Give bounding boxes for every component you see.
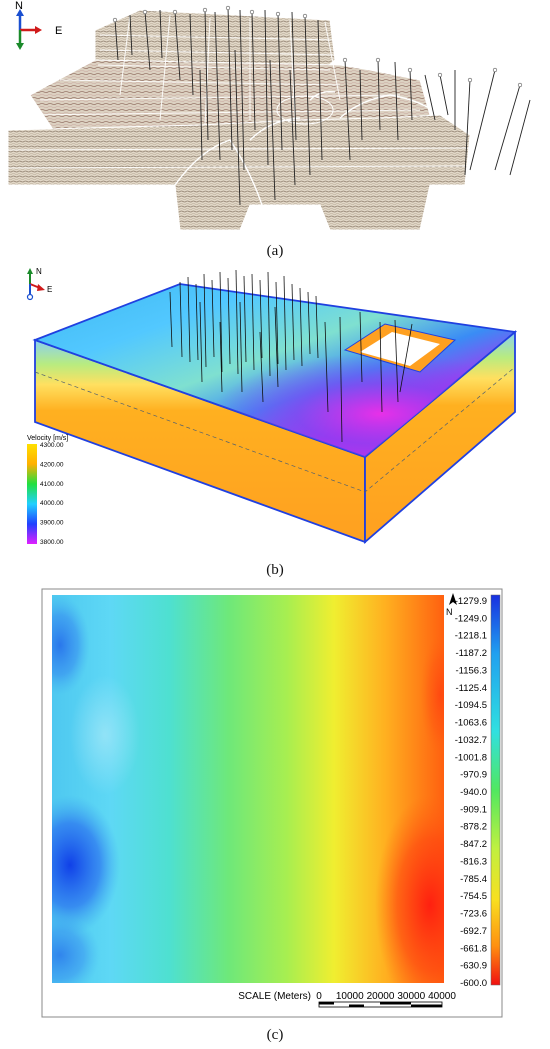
colorbar-tick-label: -909.1 <box>460 804 487 815</box>
colorbar-tick-label: -940.0 <box>460 787 487 798</box>
caption-b: (b) <box>266 562 284 578</box>
compass-north-label: N <box>15 0 23 12</box>
triad-north-label: N <box>36 267 42 276</box>
colorbar-tick-label: -847.2 <box>460 839 487 850</box>
colorbar-tick-label: -723.6 <box>460 909 487 920</box>
colorbar-tick-label: -878.2 <box>460 822 487 833</box>
colorbar-tick-label: -970.9 <box>460 770 487 781</box>
colorbar-tick-label: -1125.4 <box>455 683 487 694</box>
triad-east-label: E <box>47 285 52 294</box>
compass-icon <box>16 9 42 50</box>
north-arrow-icon <box>449 593 457 605</box>
velocity-legend-tick: 4300.00 <box>40 442 64 449</box>
scale-tick-label: 0 <box>316 991 322 1002</box>
colorbar-tick-label: -1249.0 <box>455 613 487 624</box>
velocity-legend-tick: 4200.00 <box>40 461 64 468</box>
scale-label: SCALE (Meters) <box>238 991 311 1002</box>
panel-b: N E Velocity [m/s] 4300.00 4200.00 4100.00… <box>0 262 550 582</box>
scale-tick-label: 20000 <box>367 991 395 1002</box>
velocity-legend-tick: 3900.00 <box>40 520 64 527</box>
colorbar-tick-label: -785.4 <box>460 874 487 885</box>
velocity-legend-title: Velocity [m/s] <box>27 435 68 442</box>
seismic-cube-view: N E <box>7 0 531 231</box>
colorbar-tick-label: -754.5 <box>460 891 487 902</box>
colorbar-tick-label: -816.3 <box>460 856 487 867</box>
scale-bar <box>318 1001 443 1008</box>
axis-triad-icon <box>26 268 45 301</box>
velocity-legend-tick: 3800.00 <box>40 539 64 546</box>
colorbar-tick-label: -1218.1 <box>455 631 487 642</box>
velocity-legend-tick: 4000.00 <box>40 500 64 507</box>
caption-a: (a) <box>266 243 284 259</box>
depth-surface <box>52 595 444 983</box>
panel-a: N E (a) <box>0 0 550 260</box>
scale-tick-label: 30000 <box>397 991 425 1002</box>
colorbar-tick-label: -600.0 <box>460 978 487 989</box>
panel-c: N -1279.9 -1249.0 -1218.1 -1187.2 -1156.3 -11… <box>0 585 550 1049</box>
scale-tick-label: 40000 <box>428 991 456 1002</box>
velocity-legend: Velocity [m/s] 4300.00 4200.00 4100.00 4000… <box>27 435 68 546</box>
colorbar-tick-label: -1156.3 <box>455 665 487 676</box>
scale-tick-label: 10000 <box>336 991 364 1002</box>
colorbar-tick-label: -1187.2 <box>455 648 487 659</box>
depth-map: N -1279.9 -1249.0 -1218.1 -1187.2 -1156.3 -11… <box>41 588 503 1018</box>
colorbar-tick-label: -1001.8 <box>455 752 487 763</box>
colorbar-tick-label: -1032.7 <box>455 735 487 746</box>
colorbar-tick-label: -1094.5 <box>455 700 487 711</box>
depth-colorbar <box>490 594 501 986</box>
colorbar-tick-label: -1279.9 <box>455 596 487 607</box>
colorbar-tick-label: -630.9 <box>460 961 487 972</box>
compass-east-label: E <box>55 25 62 37</box>
caption-c: (c) <box>266 1027 284 1043</box>
velocity-legend-tick: 4100.00 <box>40 481 64 488</box>
north-label: N <box>446 607 453 617</box>
colorbar-tick-label: -1063.6 <box>455 718 487 729</box>
colorbar-tick-label: -692.7 <box>460 926 487 937</box>
velocity-model-view: N E Velocity [m/s] 4300.00 4200.00 4100.00… <box>26 267 518 546</box>
colorbar-tick-label: -661.8 <box>460 943 487 954</box>
